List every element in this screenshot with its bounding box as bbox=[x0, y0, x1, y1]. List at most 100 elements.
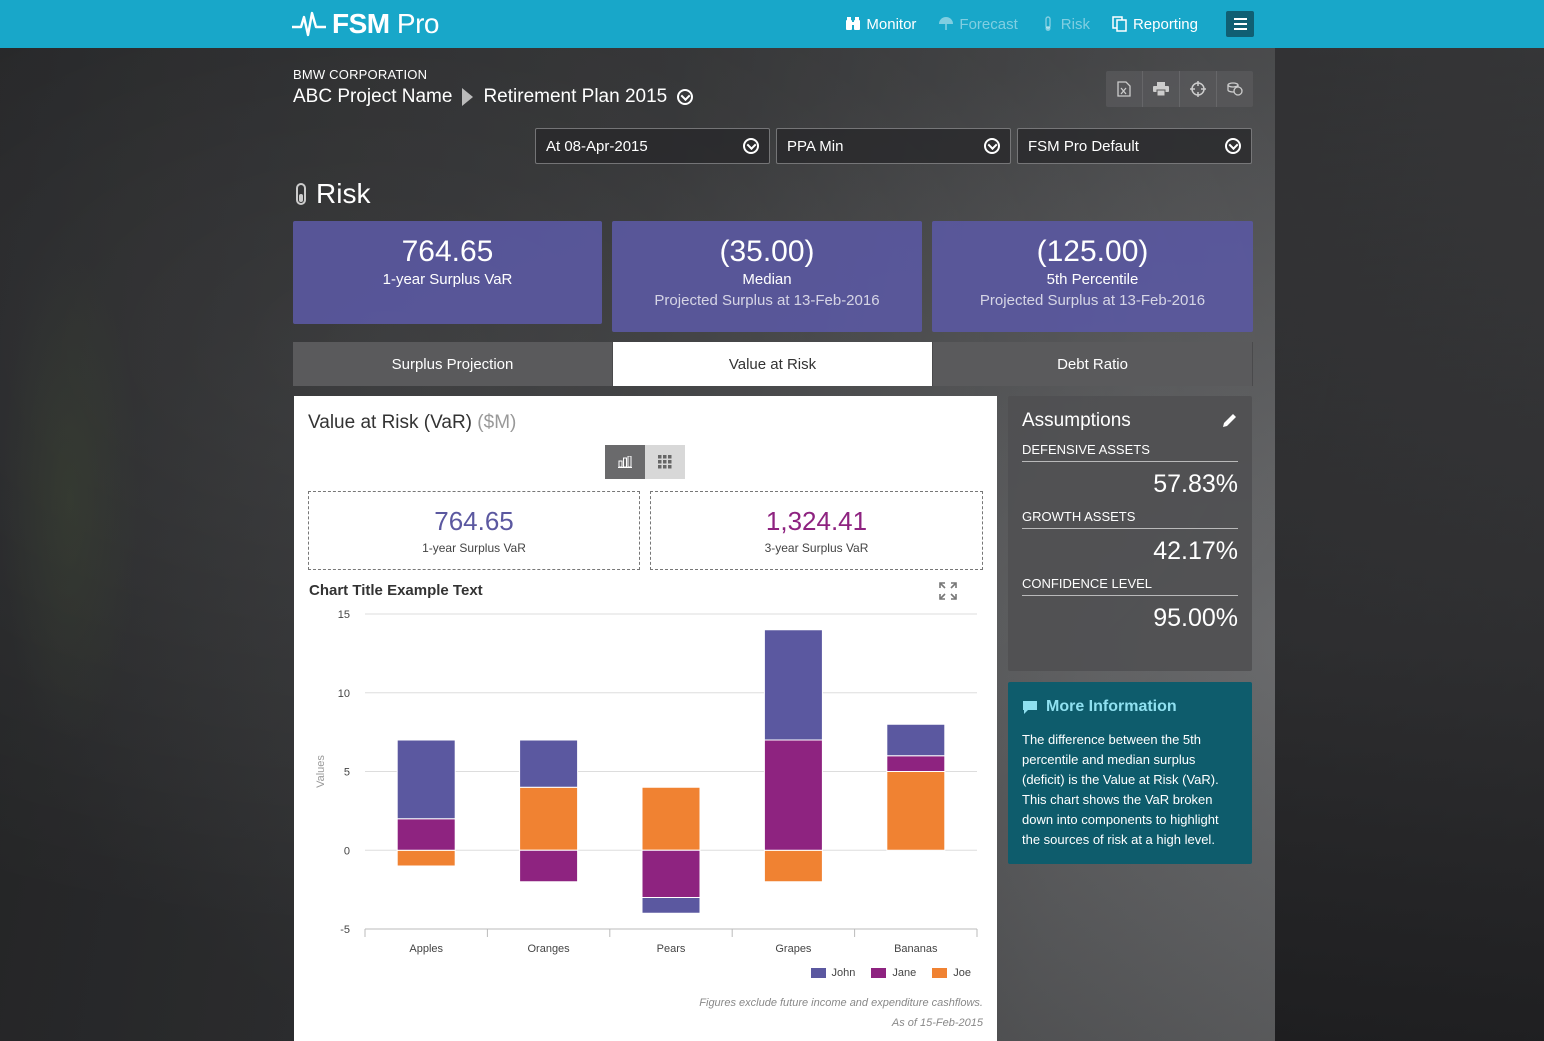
more-info-panel: More Information The difference between … bbox=[1008, 682, 1252, 864]
coins-button[interactable] bbox=[1217, 71, 1253, 107]
more-info-title: More Information bbox=[1046, 698, 1177, 715]
stat-value: 1,324.41 bbox=[765, 506, 868, 536]
legend-item[interactable]: Jane bbox=[871, 967, 916, 979]
bar-segment-jane bbox=[886, 755, 946, 772]
breadcrumb-project[interactable]: ABC Project Name bbox=[293, 86, 453, 107]
coins-icon bbox=[1227, 82, 1243, 96]
x-tick-label: Bananas bbox=[894, 943, 938, 955]
main-nav: Monitor Forecast Risk Reporting bbox=[845, 0, 1254, 48]
excel-icon bbox=[1117, 81, 1131, 97]
kpi-value: (35.00) bbox=[719, 235, 815, 268]
print-button[interactable] bbox=[1143, 71, 1180, 107]
chart-title: Chart Title Example Text bbox=[309, 582, 483, 599]
footnote: Figures exclude future income and expend… bbox=[699, 997, 983, 1009]
section-title: Risk bbox=[296, 178, 370, 210]
breadcrumb-plan[interactable]: Retirement Plan 2015 bbox=[483, 86, 668, 107]
kpi-label: 1-year Surplus VaR bbox=[382, 271, 513, 288]
background-person bbox=[1275, 48, 1544, 1041]
comment-icon bbox=[1023, 700, 1037, 714]
x-tick-label: Apples bbox=[409, 943, 443, 955]
background-plant bbox=[0, 250, 140, 750]
grid-icon bbox=[658, 455, 672, 469]
chart-view-button[interactable] bbox=[605, 445, 645, 479]
app-logo[interactable]: FSM Pro bbox=[292, 6, 439, 42]
legend-label: John bbox=[831, 967, 856, 979]
nav-reporting[interactable]: Reporting bbox=[1112, 16, 1198, 33]
y-axis-label: Values bbox=[315, 755, 327, 788]
bar-segment-john bbox=[886, 723, 946, 757]
assumption-row: DEFENSIVE ASSETS 57.83% bbox=[1022, 442, 1238, 499]
assumption-label: GROWTH ASSETS bbox=[1022, 509, 1238, 529]
assumption-label: CONFIDENCE LEVEL bbox=[1022, 576, 1238, 596]
kpi-card-var: 764.65 1-year Surplus VaR bbox=[293, 221, 602, 324]
heartbeat-icon bbox=[292, 11, 326, 37]
pencil-icon[interactable] bbox=[1220, 412, 1238, 430]
legend-swatch bbox=[871, 968, 887, 978]
top-navbar: FSM Pro Monitor Forecast Risk Reporting bbox=[0, 0, 1544, 48]
date-select-value: At 08-Apr-2015 bbox=[546, 137, 648, 155]
bar-segment-jane bbox=[519, 849, 579, 883]
legend-item[interactable]: Joe bbox=[932, 967, 971, 979]
x-tick-label: Pears bbox=[657, 943, 686, 955]
more-info-text: The difference between the 5th percentil… bbox=[1022, 732, 1219, 847]
chart-legend: John Jane Joe bbox=[810, 967, 971, 979]
nav-forecast-label: Forecast bbox=[959, 15, 1018, 33]
umbrella-icon bbox=[939, 17, 954, 30]
target-button[interactable] bbox=[1180, 71, 1217, 107]
kpi-row: 764.65 1-year Surplus VaR (35.00) Median… bbox=[293, 221, 1253, 332]
scenario-select[interactable]: FSM Pro Default bbox=[1017, 128, 1252, 164]
kpi-card-median: (35.00) Median Projected Surplus at 13-F… bbox=[612, 221, 922, 332]
view-tabs: Surplus Projection Value at Risk Debt Ra… bbox=[293, 342, 1253, 386]
stat-label: 1-year Surplus VaR bbox=[422, 541, 526, 555]
binoculars-icon bbox=[846, 17, 861, 30]
kpi-value: (125.00) bbox=[1036, 235, 1149, 268]
as-of-date: As of 15-Feb-2015 bbox=[891, 1017, 983, 1029]
kpi-label: Median bbox=[742, 271, 792, 288]
filter-bar: At 08-Apr-2015 PPA Min FSM Pro Default bbox=[535, 128, 1252, 164]
bar-segment-john bbox=[519, 739, 579, 788]
chevron-down-icon bbox=[1225, 138, 1241, 154]
kpi-sublabel: Projected Surplus at 13-Feb-2016 bbox=[979, 292, 1206, 309]
tab-debt-ratio[interactable]: Debt Ratio bbox=[933, 342, 1253, 386]
thermometer-icon bbox=[296, 183, 306, 205]
crosshair-icon bbox=[1190, 81, 1206, 97]
date-select[interactable]: At 08-Apr-2015 bbox=[535, 128, 770, 164]
section-title-text: Risk bbox=[316, 178, 371, 209]
y-tick-label: 15 bbox=[338, 609, 350, 621]
tab-value-at-risk[interactable]: Value at Risk bbox=[613, 342, 933, 386]
expand-icon[interactable] bbox=[939, 582, 957, 600]
bar-segment-jane bbox=[763, 739, 823, 851]
nav-risk-label: Risk bbox=[1060, 15, 1090, 33]
bar-segment-joe bbox=[886, 771, 946, 851]
basis-select-value: PPA Min bbox=[787, 137, 844, 155]
grid-view-button[interactable] bbox=[645, 445, 685, 479]
export-excel-button[interactable] bbox=[1106, 71, 1143, 107]
tab-surplus-projection[interactable]: Surplus Projection bbox=[293, 342, 613, 386]
printer-icon bbox=[1153, 82, 1169, 96]
nav-reporting-label: Reporting bbox=[1132, 15, 1198, 33]
basis-select[interactable]: PPA Min bbox=[776, 128, 1011, 164]
bar-segment-jane bbox=[396, 818, 456, 851]
bar-segment-jane bbox=[641, 849, 701, 898]
bar-segment-john bbox=[763, 629, 823, 741]
hamburger-menu-button[interactable] bbox=[1226, 11, 1254, 37]
legend-swatch bbox=[810, 968, 826, 978]
x-tick-label: Oranges bbox=[527, 943, 570, 955]
chevron-right-icon bbox=[462, 88, 474, 106]
y-tick-label: 5 bbox=[344, 767, 350, 779]
stacked-bar-chart: -5 0 5 10 15 Values Apples Oranges Pears Grapes Ba… bbox=[315, 609, 978, 955]
kpi-sublabel: Projected Surplus at 13-Feb-2016 bbox=[654, 292, 880, 309]
nav-risk[interactable]: Risk bbox=[1040, 16, 1090, 33]
plan-dropdown-icon[interactable] bbox=[677, 89, 694, 105]
nav-monitor[interactable]: Monitor bbox=[845, 16, 916, 33]
breadcrumb: ABC Project Name Retirement Plan 2015 bbox=[293, 86, 694, 108]
bar-segment-joe bbox=[396, 849, 456, 867]
scenario-select-value: FSM Pro Default bbox=[1028, 137, 1139, 155]
nav-monitor-label: Monitor bbox=[866, 15, 917, 33]
y-tick-label: 0 bbox=[344, 845, 350, 857]
copy-icon bbox=[1112, 16, 1127, 32]
var-panel: Value at Risk (VaR) ($M) 764.65 1-year S… bbox=[294, 396, 997, 1041]
nav-forecast[interactable]: Forecast bbox=[938, 15, 1018, 33]
legend-item[interactable]: John bbox=[810, 967, 856, 979]
assumption-value: 57.83% bbox=[1153, 470, 1238, 498]
